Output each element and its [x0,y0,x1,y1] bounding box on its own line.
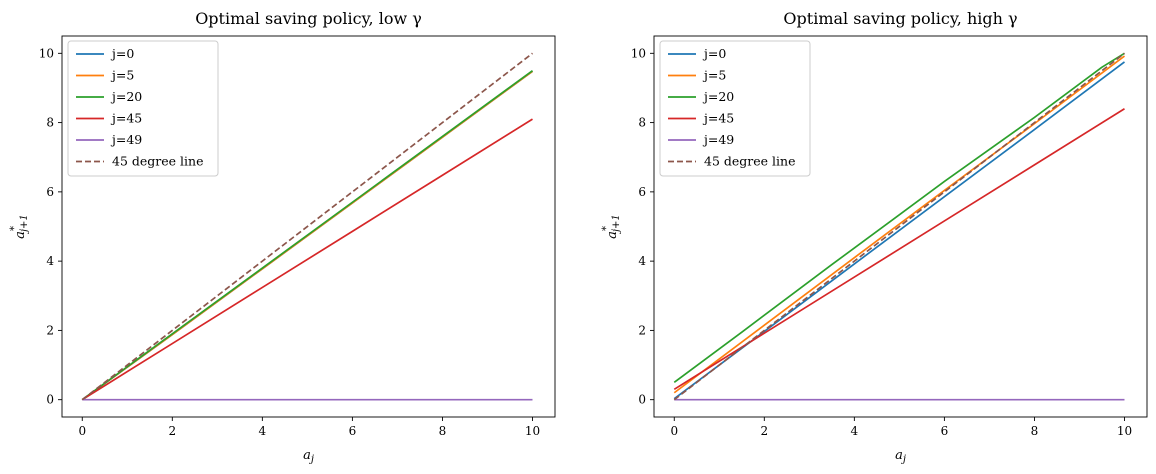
legend-entry-label: j=45 [110,111,142,126]
legend-entry-label: j=49 [702,132,734,147]
y-tick-label: 0 [46,393,54,407]
y-tick-label: 6 [638,185,646,199]
y-tick-label: 10 [39,46,54,60]
plot-area [81,52,534,401]
x-tick-label: 2 [760,424,768,438]
x-tick-label: 0 [78,424,86,438]
legend-box [67,40,219,177]
x-axis-label: aj [895,448,906,465]
legend-box [659,40,811,177]
series-line-45-degree-line [81,52,534,401]
y-tick-label: 8 [638,116,646,130]
chart-panel-1: Optimal saving policy, low γ 0 2 4 6 8 10 0 2 4 6 8… [9,9,556,465]
x-tick-label: 6 [941,424,949,438]
x-tick-label: 0 [670,424,678,438]
y-tick-label: 2 [46,323,54,337]
axes-frame [61,35,556,418]
x-axis-label: aj [303,448,314,465]
y-tick-label: 4 [638,254,646,268]
y-tick-label: 10 [631,46,646,60]
x-tick-label: 10 [525,424,540,438]
legend-entry-label: j=5 [702,68,726,83]
y-tick-label: 4 [46,254,54,268]
legend-entry-label: j=20 [702,89,734,104]
x-tick-label: 10 [1117,424,1132,438]
series-line-j-20 [81,69,533,401]
chart-title: Optimal saving policy, high γ [783,9,1017,28]
legend-entry-label: 45 degree line [112,154,203,169]
chart-panel-2: Optimal saving policy, high γ 0 2 4 6 8 10 0 2 4 6… [601,9,1148,465]
series-line-45-degree-line [673,52,1126,401]
series-line-j-20 [673,52,1125,384]
x-tick-label: 6 [349,424,357,438]
legend-entry-label: j=45 [702,111,734,126]
legend-entry-label: j=5 [110,68,134,83]
legend: j=0 j=5 j=20 j=45 j=49 45 degree line [67,40,219,177]
chart-title: Optimal saving policy, low γ [195,9,422,28]
x-tick-label: 2 [168,424,176,438]
y-axis-label: a*j+1 [601,214,622,239]
legend-entry-label: j=49 [110,132,142,147]
x-tick-label: 8 [439,424,447,438]
legend-entry-label: 45 degree line [704,154,795,169]
y-tick-label: 2 [638,323,646,337]
x-tick-label: 4 [851,424,859,438]
legend-entry-label: j=0 [702,46,726,61]
legend-entry-label: j=0 [110,46,134,61]
y-tick-label: 8 [46,116,54,130]
series-line-j-45 [81,118,533,401]
y-axis-label: a*j+1 [9,214,30,239]
legend-entry-label: j=20 [110,89,142,104]
axes-frame [653,35,1148,418]
x-tick-label: 4 [259,424,267,438]
legend: j=0 j=5 j=20 j=45 j=49 45 degree line [659,40,811,177]
series-line-j-5 [673,55,1126,394]
plot-area [673,52,1126,401]
y-tick-label: 6 [46,185,54,199]
y-tick-label: 0 [638,393,646,407]
x-tick-label: 8 [1031,424,1039,438]
